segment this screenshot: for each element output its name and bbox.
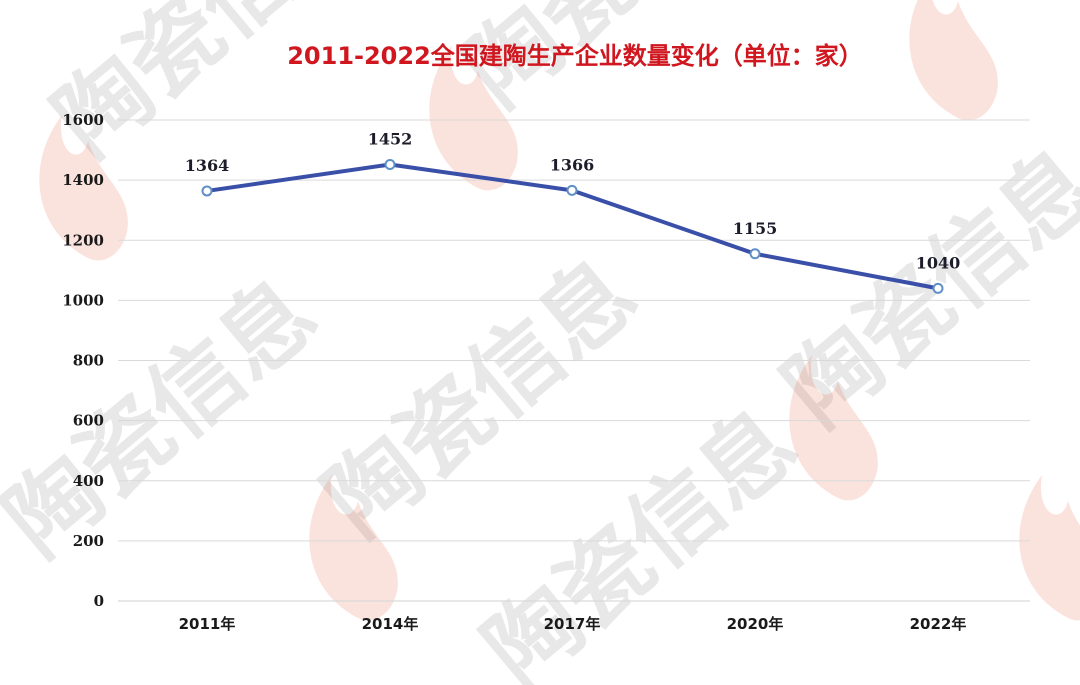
chart-title: 2011-2022全国建陶生产企业数量变化（单位：家） (287, 42, 863, 70)
y-tick-label: 1000 (62, 291, 104, 309)
x-tick-label: 2022年 (910, 615, 967, 633)
data-label: 1040 (916, 253, 961, 272)
data-label: 1366 (550, 155, 595, 174)
y-tick-label: 0 (94, 592, 104, 610)
gridlines (118, 119, 1030, 602)
x-tick-label: 2011年 (179, 615, 236, 633)
y-tick-label: 600 (73, 412, 104, 430)
data-point (749, 248, 761, 260)
data-labels: 1364 1452 1366 1155 1040 (185, 129, 961, 272)
x-tick-label: 2017年 (544, 615, 601, 633)
watermark-flame-logo (1019, 475, 1080, 621)
data-markers (201, 158, 944, 294)
watermark-text: 陶瓷信息 (0, 258, 336, 577)
y-tick-label: 1200 (62, 231, 104, 249)
watermark-flame-logo (909, 0, 998, 121)
y-axis-ticks: 0 200 400 600 800 1000 1200 1400 1600 (62, 111, 104, 610)
x-axis-ticks: 2011年 2014年 2017年 2020年 2022年 (179, 615, 967, 633)
y-tick-label: 800 (73, 352, 104, 370)
data-point (932, 282, 944, 294)
data-label: 1155 (733, 219, 778, 238)
data-label: 1364 (185, 156, 230, 175)
y-tick-label: 1600 (62, 111, 104, 129)
data-point (566, 184, 578, 196)
y-tick-label: 1400 (62, 171, 104, 189)
y-tick-label: 400 (73, 472, 104, 490)
data-label: 1452 (368, 129, 413, 148)
data-point (384, 158, 396, 170)
x-tick-label: 2014年 (362, 615, 419, 633)
x-tick-label: 2020年 (727, 615, 784, 633)
y-tick-label: 200 (73, 532, 104, 550)
data-point (201, 185, 213, 197)
